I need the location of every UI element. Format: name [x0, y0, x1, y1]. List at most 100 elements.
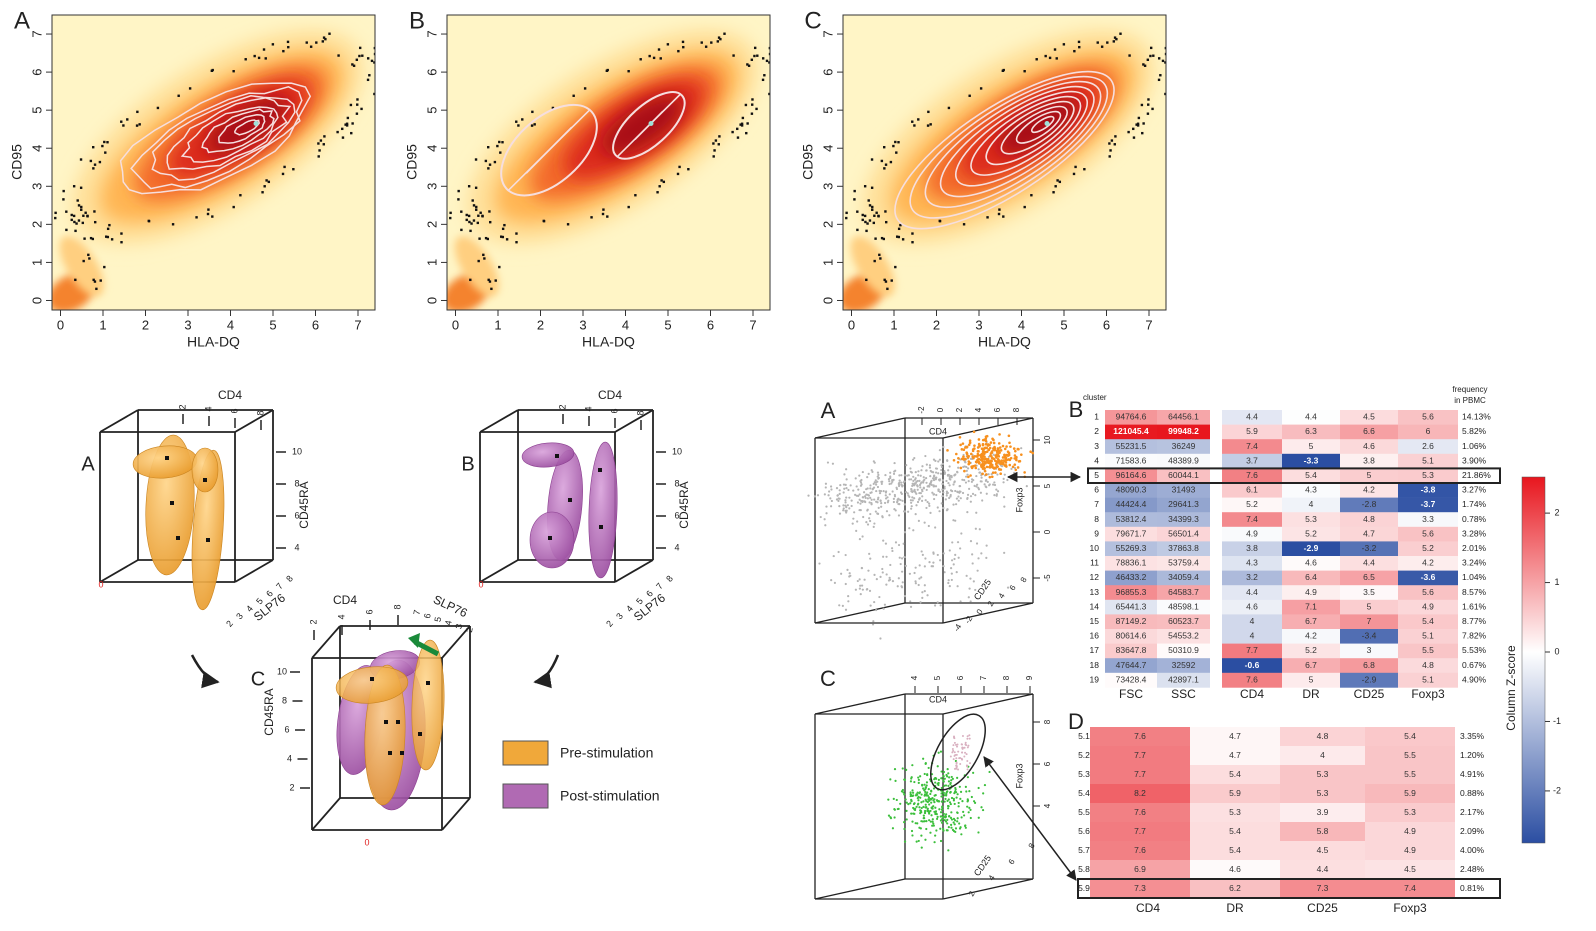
cd4-tick-label: 6	[229, 408, 239, 413]
outlier-dot	[659, 57, 662, 60]
y3d-label: Foxp3	[1014, 487, 1024, 512]
cell-point	[925, 476, 928, 480]
outlier-dot	[747, 64, 751, 67]
cell-point	[908, 495, 911, 499]
cell-point	[969, 495, 973, 498]
cell-value: 6.5	[1363, 572, 1375, 582]
cell-point	[861, 535, 864, 538]
outlier-dot	[366, 57, 370, 60]
cell-point	[958, 822, 961, 825]
outlier-dot	[156, 106, 160, 110]
outlier-dot	[1113, 143, 1116, 146]
cell-value: 5.1	[1422, 455, 1434, 465]
cell-point	[925, 506, 928, 510]
cell-point	[902, 542, 905, 545]
cell-value: 87149.2	[1116, 616, 1147, 626]
cell-point	[913, 780, 916, 784]
outlier-dot	[387, 68, 389, 70]
outlier-dot	[884, 280, 888, 283]
row-label: 11	[1090, 558, 1099, 568]
cell-point	[923, 590, 926, 593]
outlier-dot	[487, 278, 490, 282]
cell-point	[876, 498, 880, 501]
x3d-tick-label: 8	[1012, 407, 1021, 412]
cell-point	[939, 819, 943, 822]
outlier-dot	[856, 210, 859, 213]
cell-point	[1003, 447, 1007, 451]
cell-point	[957, 495, 960, 498]
cell-point	[876, 501, 879, 504]
cell-value: -3.7	[1421, 499, 1436, 509]
cell-value: 55231.5	[1116, 441, 1147, 451]
cell-value: 4.4	[1317, 864, 1329, 874]
y-tick-label: 1	[424, 259, 439, 266]
cell-point	[993, 493, 996, 497]
row-label: 5.5	[1078, 807, 1090, 817]
cell-point	[923, 521, 926, 524]
outlier-dot	[211, 215, 214, 218]
outlier-dot	[318, 149, 321, 152]
cell-value: 6	[1426, 426, 1431, 436]
cell-point	[870, 503, 873, 506]
cell-point	[949, 802, 952, 806]
cell-point	[947, 481, 950, 485]
cell-point	[873, 573, 876, 576]
cell-point	[946, 449, 949, 452]
cell-point	[890, 482, 893, 485]
heatmap-cell	[1222, 556, 1282, 571]
outlier-dot	[478, 237, 481, 240]
cell-point	[903, 503, 906, 506]
outlier-dot	[501, 235, 505, 239]
outlier-dot	[77, 204, 81, 207]
cell-point	[1016, 466, 1020, 469]
cell-point	[914, 513, 917, 516]
cell-point	[903, 480, 906, 483]
outlier-dot	[765, 59, 769, 63]
outlier-dot	[1164, 92, 1166, 96]
cell-value: 4.4	[1246, 587, 1258, 597]
heatmap-cell	[1280, 727, 1365, 747]
cell-value: 7.3	[1134, 883, 1146, 893]
cell-point	[903, 827, 906, 831]
slp76-tick-label: 2	[464, 627, 475, 634]
frequency: 5.82%	[1462, 426, 1487, 436]
cell-point	[887, 814, 891, 817]
cell-point	[968, 587, 971, 590]
cell-point	[961, 491, 965, 495]
cell-point	[957, 801, 960, 805]
cell-point	[963, 824, 967, 828]
cell-point	[917, 781, 920, 784]
cell-point	[858, 578, 861, 581]
cell-point	[992, 441, 996, 445]
outlier-dot	[322, 36, 326, 39]
cell-point	[910, 471, 913, 474]
outlier-dot	[373, 52, 375, 56]
cell-point	[933, 798, 936, 801]
outlier-dot	[77, 219, 81, 222]
cell-point	[869, 512, 872, 516]
cell-point	[905, 809, 908, 812]
frequency: 1.20%	[1460, 750, 1485, 760]
outlier-dot	[188, 87, 192, 90]
outlier-dot	[774, 51, 776, 53]
cell-point	[908, 572, 911, 575]
cell-point	[957, 456, 960, 460]
cell-point	[868, 589, 872, 592]
outlier-dot	[566, 223, 570, 226]
outlier-dot	[1170, 51, 1172, 53]
outlier-dot	[505, 238, 509, 241]
z3d-tick-label: 6	[1008, 583, 1018, 592]
cell-point	[942, 791, 945, 795]
outlier-dot	[750, 112, 754, 115]
y-tick-label: 0	[820, 297, 835, 304]
outlier-dot	[1023, 70, 1026, 73]
cell-point	[932, 477, 935, 480]
cell-point	[905, 768, 908, 771]
cell-point	[938, 458, 942, 461]
cell-point	[954, 489, 957, 493]
cell-point	[915, 840, 918, 843]
cell-point	[932, 787, 936, 790]
slp76-tick-label: 7	[274, 581, 285, 591]
cell-value: 4.3	[1246, 558, 1258, 568]
box-edge	[311, 625, 341, 659]
